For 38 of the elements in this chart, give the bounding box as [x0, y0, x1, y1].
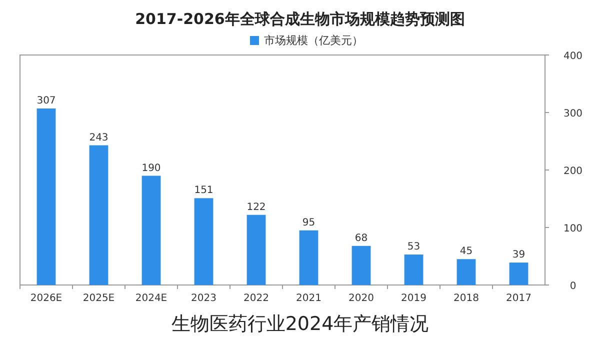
- data-label: 243: [89, 132, 108, 144]
- data-label: 122: [246, 202, 266, 213]
- x-tick-label: 2022: [244, 293, 269, 304]
- data-label: 307: [36, 95, 56, 106]
- bar: [352, 246, 371, 285]
- y-tick-label: 200: [563, 166, 583, 177]
- x-tick-label: 2026E: [30, 293, 62, 304]
- x-tick-label: 2018: [454, 293, 479, 304]
- data-label: 151: [194, 185, 214, 196]
- bar: [509, 262, 528, 285]
- x-tick-label: 2017: [506, 293, 532, 304]
- x-tick-label: 2021: [296, 293, 322, 304]
- bar: [246, 214, 266, 285]
- bar: [456, 259, 476, 285]
- y-tick-label: 100: [563, 224, 583, 234]
- data-label: 190: [142, 162, 161, 174]
- data-label: 39: [512, 250, 526, 261]
- x-tick-label: 2024E: [135, 293, 168, 304]
- data-label: 53: [407, 242, 420, 253]
- x-tick-label: 2023: [191, 293, 216, 304]
- data-label: 68: [354, 232, 368, 244]
- y-tick-label: 300: [563, 108, 583, 120]
- data-label: 95: [302, 217, 316, 228]
- bar: [36, 108, 56, 285]
- x-tick-label: 2025E: [82, 293, 115, 304]
- y-tick-label: 400: [563, 51, 583, 62]
- x-tick-label: 2019: [401, 293, 426, 304]
- bar: [404, 254, 424, 285]
- text: 生物医药行业2024年产销情况: [171, 313, 429, 335]
- y-tick-label: 0: [570, 281, 576, 292]
- bar: [89, 145, 108, 285]
- data-label: 45: [460, 246, 473, 258]
- bar: [194, 198, 214, 285]
- bar: [142, 176, 161, 285]
- x-tick-label: 2020: [348, 293, 374, 304]
- chart-title: 2017-2026年全球合成生物市场规模趋势预测图: [135, 10, 465, 28]
- legend-label: 市场规模（亿美元）: [264, 34, 363, 47]
- bar: [299, 230, 318, 285]
